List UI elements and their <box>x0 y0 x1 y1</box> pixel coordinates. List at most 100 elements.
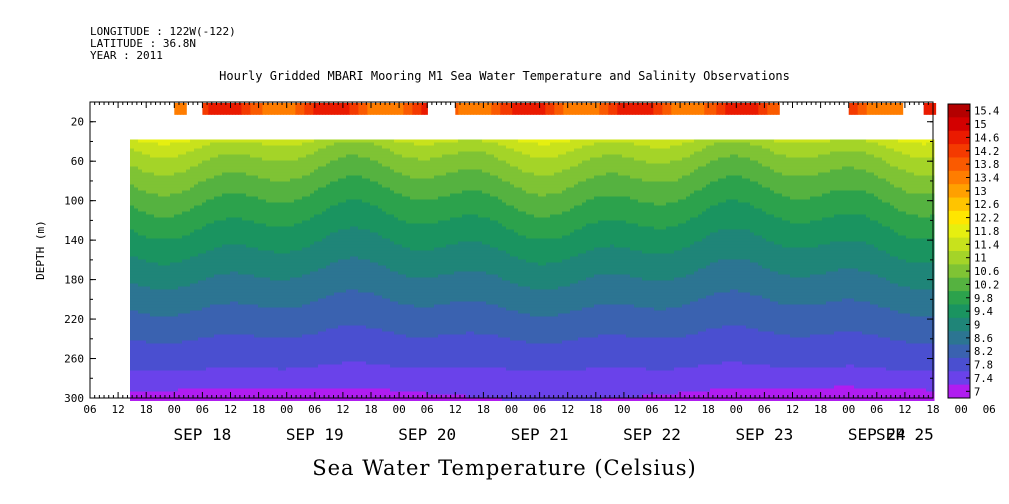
x-hour-label: 06 <box>758 403 771 416</box>
colorbar-swatch <box>948 197 970 212</box>
colorbar-label: 11 <box>974 253 987 265</box>
x-hour-label: 06 <box>83 403 96 416</box>
colorbar-swatch <box>948 117 970 132</box>
colorbar-label: 9.4 <box>974 306 993 318</box>
colorbar-swatch <box>948 304 970 319</box>
colorbar-swatch <box>948 144 970 158</box>
x-hour-label: 18 <box>589 403 602 416</box>
colorbar-swatch <box>948 130 970 145</box>
colorbar-label: 8.6 <box>974 333 993 345</box>
x-day-label: SEP 22 <box>623 425 681 444</box>
x-hour-label: 00 <box>842 403 855 416</box>
x-hour-label: 18 <box>477 403 490 416</box>
colorbar-label: 14.6 <box>974 132 999 144</box>
colorbar-swatch <box>948 344 970 359</box>
y-tick-label: 260 <box>64 353 84 366</box>
x-day-label: SEP 20 <box>398 425 456 444</box>
x-hour-label: 00 <box>505 403 518 416</box>
y-tick-label: 100 <box>64 195 84 208</box>
colorbar-swatch <box>948 291 970 305</box>
x-hour-label: 18 <box>140 403 153 416</box>
x-hour-label: 00 <box>168 403 181 416</box>
x-day-label: SEP 24 <box>848 425 906 444</box>
colorbar-label: 10.6 <box>974 266 999 278</box>
colorbar-swatch <box>948 224 970 239</box>
colorbar-label: 13.8 <box>974 159 999 171</box>
x-hour-label: 18 <box>814 403 827 416</box>
colorbar-label: 11.8 <box>974 226 999 238</box>
x-day-label: SEP 18 <box>174 425 232 444</box>
colorbar-label: 14.2 <box>974 146 999 158</box>
x-hour-label: 06 <box>421 403 434 416</box>
y-tick-label: 180 <box>64 274 84 287</box>
colorbar-label: 7.8 <box>974 360 993 372</box>
colorbar-label: 9.8 <box>974 293 993 305</box>
colorbar-title: Sea Water Temperature (Celsius) <box>312 456 697 480</box>
colorbar-label: 12.2 <box>974 213 999 225</box>
y-tick-label: 220 <box>64 313 84 326</box>
colorbar-swatch <box>948 104 970 118</box>
x-hour-label: 06 <box>533 403 546 416</box>
colorbar-swatch <box>948 371 970 386</box>
x-hour-label: 12 <box>561 403 574 416</box>
colorbar-label: 9 <box>974 320 980 332</box>
x-hour-label: 12 <box>786 403 799 416</box>
x-hour-label: 12 <box>111 403 124 416</box>
x-hour-label: 00 <box>280 403 293 416</box>
x-hour-label: 12 <box>673 403 686 416</box>
x-hour-label: 06 <box>870 403 883 416</box>
colorbar-label: 10.2 <box>974 279 999 291</box>
y-tick-label: 300 <box>64 392 84 405</box>
y-tick-label: 140 <box>64 234 84 247</box>
x-day-label: SEP 25 <box>876 425 934 444</box>
year-label: YEAR : 2011 <box>90 49 163 62</box>
temperature-field <box>130 139 935 401</box>
x-hour-label: 06 <box>983 403 996 416</box>
colorbar-label: 7.4 <box>974 373 993 385</box>
x-hour-label: 00 <box>954 403 967 416</box>
x-day-label: SEP 21 <box>511 425 569 444</box>
colorbar-swatch <box>948 331 970 346</box>
x-hour-label: 12 <box>336 403 349 416</box>
colorbar-label: 15.4 <box>974 106 999 118</box>
x-hour-label: 18 <box>364 403 377 416</box>
chart-title: Hourly Gridded MBARI Mooring M1 Sea Wate… <box>219 69 790 83</box>
x-hour-label: 18 <box>926 403 939 416</box>
colorbar-swatch <box>948 184 970 199</box>
x-hour-label: 12 <box>898 403 911 416</box>
y-tick-label: 60 <box>71 155 84 168</box>
colorbar-swatch <box>948 357 970 372</box>
latitude-label: LATITUDE : 36.8N <box>90 37 196 50</box>
colorbar-swatch <box>948 264 970 279</box>
x-hour-label: 06 <box>196 403 209 416</box>
x-day-label: SEP 23 <box>736 425 794 444</box>
colorbar-label: 15 <box>974 119 987 131</box>
y-axis-label: DEPTH (m) <box>34 220 47 280</box>
colorbar-label: 11.4 <box>974 239 999 251</box>
colorbar-label: 7 <box>974 386 980 398</box>
colorbar-swatch <box>948 317 970 332</box>
colorbar-swatch <box>948 237 970 252</box>
colorbar-swatch <box>948 210 970 225</box>
colorbar-swatch <box>948 157 970 172</box>
surface-observations <box>174 103 937 115</box>
colorbar-label: 12.6 <box>974 199 999 211</box>
x-hour-label: 06 <box>308 403 321 416</box>
y-tick-label: 20 <box>71 116 84 129</box>
x-hour-label: 12 <box>224 403 237 416</box>
x-hour-label: 00 <box>392 403 405 416</box>
x-hour-label: 12 <box>449 403 462 416</box>
longitude-label: LONGITUDE : 122W(-122) <box>90 25 236 38</box>
x-hour-label: 18 <box>252 403 265 416</box>
x-hour-label: 18 <box>702 403 715 416</box>
colorbar-swatch <box>948 251 970 265</box>
colorbar-swatch <box>948 277 970 292</box>
x-day-label: SEP 19 <box>286 425 344 444</box>
colorbar-swatch <box>948 384 970 399</box>
x-hour-label: 06 <box>645 403 658 416</box>
colorbar-swatch <box>948 170 970 185</box>
x-hour-label: 00 <box>617 403 630 416</box>
colorbar-label: 13.4 <box>974 173 999 185</box>
